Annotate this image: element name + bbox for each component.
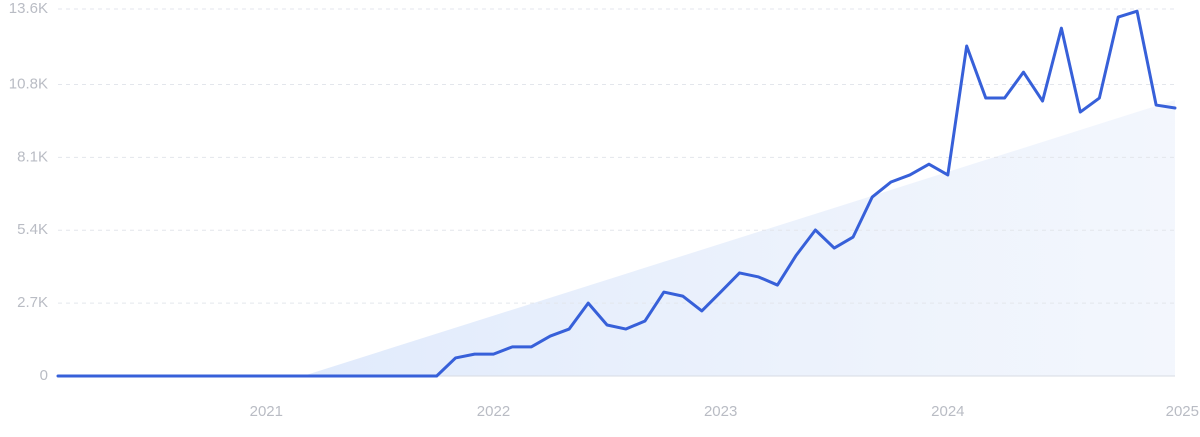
y-tick-label: 0 <box>40 367 48 384</box>
x-tick-label: 2025 <box>1166 403 1199 420</box>
x-tick-label: 2023 <box>704 403 737 420</box>
y-tick-label: 8.1K <box>17 148 48 165</box>
x-tick-label: 2022 <box>477 403 510 420</box>
y-tick-label: 5.4K <box>17 221 48 238</box>
trend-area <box>303 100 1175 376</box>
x-tick-label: 2024 <box>931 403 964 420</box>
x-tick-label: 2021 <box>250 403 283 420</box>
y-tick-label: 2.7K <box>17 294 48 311</box>
trend-line <box>56 9 1177 378</box>
y-tick-label: 10.8K <box>9 76 48 93</box>
y-tick-label: 13.6K <box>9 0 48 17</box>
